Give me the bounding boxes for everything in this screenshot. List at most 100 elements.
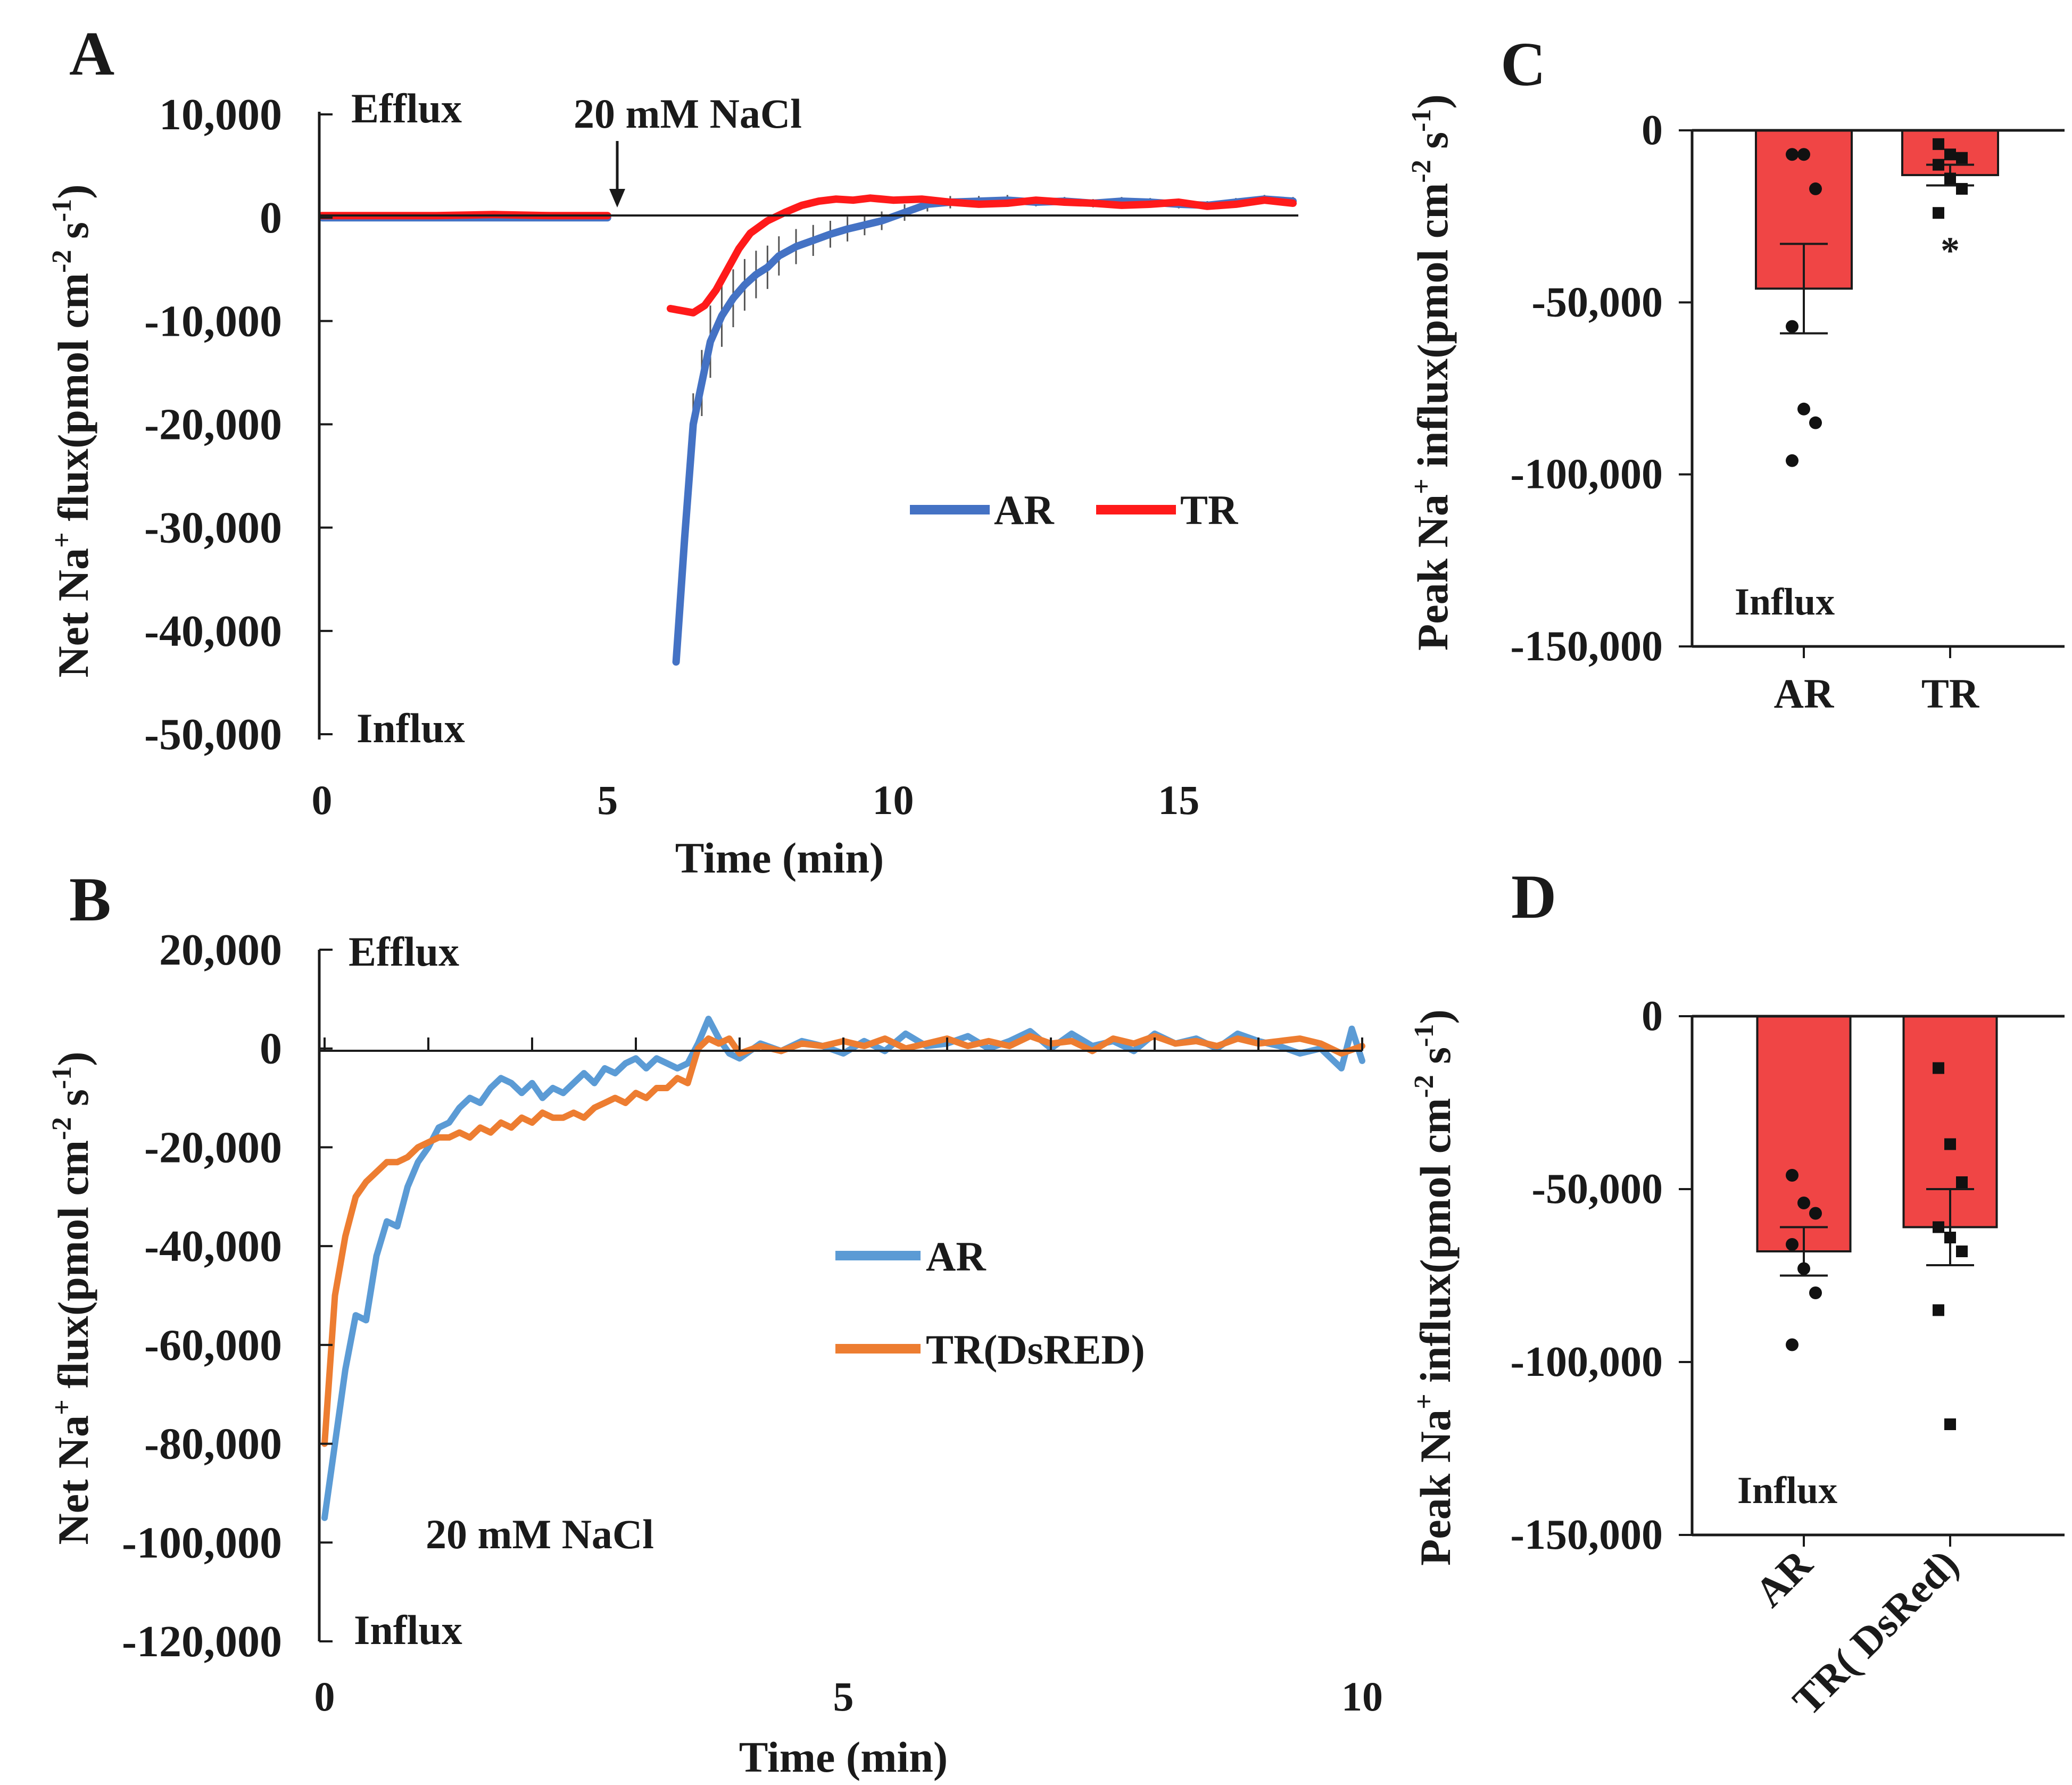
panel-d-y-ticks: 0 -50,000 -100,000 -150,000 (1510, 993, 1692, 1558)
x-tick-label: AR (1774, 670, 1835, 717)
y-tick-label: -80,000 (144, 1419, 282, 1469)
y-tick-label: 0 (1642, 993, 1663, 1040)
data-point (1809, 416, 1822, 429)
data-point (1786, 454, 1799, 467)
data-point (1956, 152, 1968, 164)
panel-a-x-ticks: 0 5 10 15 (312, 777, 1200, 823)
y-tick-label: -60,000 (144, 1321, 282, 1370)
x-tick-label: 5 (597, 777, 618, 823)
panel-d-influx-label: Influx (1737, 1469, 1837, 1512)
y-tick-label: -30,000 (144, 503, 282, 553)
panel-b-y-ticks: 20,000 0 -20,000 -40,000 -60,000 -80,000 -100,… (122, 925, 333, 1666)
data-point (1786, 1238, 1799, 1251)
panel-label-c: C (1501, 29, 1546, 99)
panel-a-legend: AR TR (910, 487, 1239, 533)
y-tick-label: 20,000 (159, 925, 282, 975)
panel-c: C AR*TR 0-50,000-100,000-150,000 Influx … (1406, 29, 2065, 717)
panel-a-treatment-arrow (609, 141, 625, 207)
y-tick-label: 0 (260, 193, 282, 243)
panel-b-legend: AR TR(DsRED) (835, 1233, 1145, 1373)
panel-a-y-axis-label: Net Na+ flux(pmol cm-2 s-1) (47, 184, 97, 677)
panel-label-d: D (1511, 862, 1556, 932)
y-tick-label: -50,000 (1531, 1166, 1663, 1213)
data-point (1956, 1176, 1968, 1188)
data-point (1809, 1207, 1822, 1220)
panel-b: B 20,000 0 -20,000 -40,000 -60,000 -80,000 -10… (47, 865, 1383, 1781)
data-point (1797, 1197, 1810, 1209)
panel-b-plot-area (321, 1016, 1365, 1521)
x-tick-label: 10 (873, 777, 914, 823)
data-point (1797, 402, 1810, 416)
data-point (1944, 172, 1956, 185)
y-tick-label: -40,000 (144, 1222, 282, 1271)
data-point (1933, 138, 1944, 150)
panel-b-efflux-label: Efflux (349, 928, 459, 975)
data-point (1809, 182, 1822, 195)
legend-label-ar: AR (926, 1233, 987, 1280)
y-tick-label: -150,000 (1510, 1512, 1663, 1558)
data-point (1944, 1138, 1956, 1150)
data-point (1933, 207, 1944, 219)
panel-b-x-ticks: 0 5 10 (314, 1037, 1383, 1720)
panel-a-efflux-label: Efflux (351, 85, 462, 131)
significance-marker: * (1941, 229, 1960, 272)
data-point (1933, 1221, 1944, 1233)
x-tick-label: 0 (312, 777, 333, 823)
data-point (1786, 1169, 1799, 1182)
y-tick-label: -150,000 (1510, 623, 1663, 670)
legend-label-ar: AR (994, 487, 1055, 533)
series-tr-line (666, 194, 1297, 317)
data-point (1944, 1232, 1956, 1243)
panel-b-x-axis-label: Time (min) (739, 1733, 948, 1781)
data-point (1944, 1418, 1956, 1430)
data-point (1956, 182, 1968, 195)
data-point (1933, 159, 1944, 171)
x-tick-label: 0 (314, 1673, 335, 1720)
x-tick-label: AR (1746, 1540, 1821, 1615)
data-point (1933, 1062, 1944, 1074)
panel-c-plot-area: AR * TR (1692, 129, 2065, 717)
data-point (1786, 1338, 1799, 1351)
panel-c-influx-label: Influx (1735, 580, 1835, 623)
series-ar-line (321, 1016, 1365, 1521)
y-tick-label: 0 (1642, 107, 1663, 154)
y-tick-label: -50,000 (144, 710, 282, 759)
data-point (1809, 1286, 1822, 1299)
data-point (1956, 1246, 1968, 1257)
x-tick-label: 5 (833, 1673, 854, 1720)
y-tick-label: -40,000 (144, 607, 282, 656)
y-tick-label: -100,000 (1510, 1339, 1663, 1385)
panel-d-y-axis-label: Peak Na+ influx(pmol cm-2 s-1) (1409, 1009, 1460, 1566)
y-tick-label: -10,000 (144, 296, 282, 346)
y-tick-label: -20,000 (144, 1123, 282, 1172)
series-ar-line (672, 195, 1297, 666)
panel-label-a: A (69, 19, 114, 88)
y-tick-label: -50,000 (1531, 279, 1663, 326)
legend-label-tr: TR (1180, 487, 1239, 533)
y-tick-label: -100,000 (122, 1518, 282, 1567)
panel-b-treatment-label: 20 mM NaCl (426, 1511, 654, 1557)
panel-c-y-axis-label: Peak Na+ influx(pmol cm-2 s-1) (1406, 94, 1457, 651)
legend-label-tr-dsred: TR(DsRED) (926, 1326, 1145, 1373)
data-point (1933, 1304, 1944, 1316)
x-tick-label: TR (1921, 670, 1980, 717)
panel-a-y-ticks: 10,000 0 -10,000 -20,000 -30,000 -40,000 -50,0… (144, 90, 333, 759)
panel-a-x-axis-label: Time (min) (675, 834, 884, 882)
panel-b-y-axis-label: Net Na+ flux(pmol cm-2 s-1) (47, 1051, 97, 1545)
data-point (1786, 148, 1799, 161)
panel-b-influx-label: Influx (354, 1607, 462, 1653)
data-point (1797, 148, 1810, 161)
y-tick-label: -20,000 (144, 400, 282, 450)
y-tick-label: 10,000 (159, 90, 282, 139)
bar-ar (1756, 1015, 1852, 1252)
x-tick-label: 15 (1158, 777, 1199, 823)
panel-label-b: B (69, 865, 111, 934)
data-point (1786, 320, 1799, 333)
y-tick-label: -100,000 (1510, 451, 1663, 498)
x-tick-label: 10 (1341, 1673, 1383, 1720)
panel-c-y-ticks: 0 -50,000 -100,000 -150,000 (1510, 107, 1692, 670)
y-tick-label: 0 (260, 1024, 282, 1074)
